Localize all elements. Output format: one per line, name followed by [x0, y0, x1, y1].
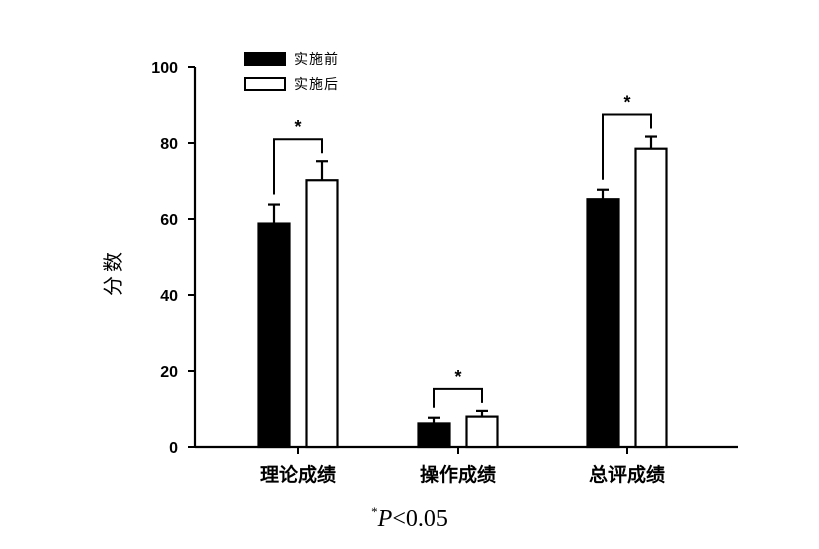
significance-marker: *: [623, 93, 630, 113]
legend-swatch-before: [244, 52, 286, 66]
y-axis-label: 分数: [101, 248, 125, 296]
significance-bracket: [433, 387, 483, 408]
significance-bracket: [602, 113, 652, 180]
bar-before: [586, 198, 620, 449]
y-tick-label: 0: [169, 440, 178, 457]
significance-bracket: [273, 138, 323, 195]
x-tick-label: 理论成绩: [260, 463, 336, 486]
bar-after: [305, 179, 339, 449]
legend-label-after: 实施后: [294, 77, 339, 93]
footnote-p: P: [377, 506, 393, 532]
y-tick-label: 40: [160, 288, 178, 305]
x-tick-label: 操作成绩: [420, 463, 496, 486]
legend-swatch-after: [244, 77, 286, 91]
x-tick-label: 总评成绩: [589, 463, 665, 486]
bar-after: [465, 415, 499, 449]
y-tick-label: 80: [160, 136, 178, 153]
significance-marker: *: [294, 117, 301, 137]
footnote-threshold: <0.05: [392, 506, 448, 532]
y-tick-label: 20: [160, 364, 178, 381]
footnote-star: *: [371, 504, 378, 519]
bar-before: [417, 422, 451, 449]
bar-after: [634, 147, 668, 449]
significance-footnote: *P<0.05: [0, 504, 819, 533]
bar-before: [257, 222, 291, 449]
y-tick-label: 100: [151, 60, 178, 77]
legend-label-before: 实施前: [294, 51, 339, 68]
significance-marker: *: [454, 367, 461, 387]
y-tick-label: 60: [160, 212, 178, 229]
